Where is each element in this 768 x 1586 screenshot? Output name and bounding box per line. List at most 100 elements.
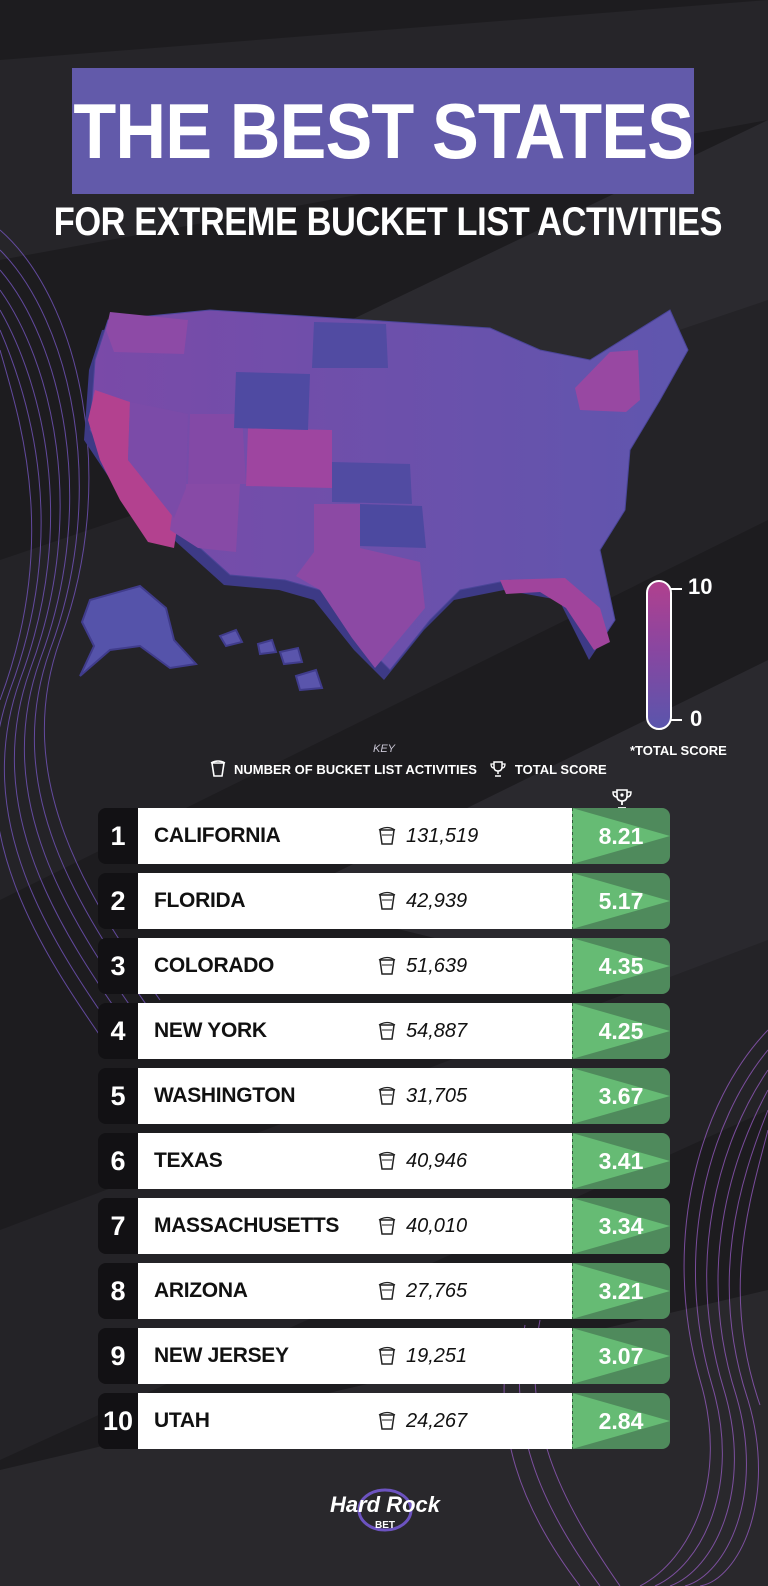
us-choropleth-map <box>79 309 689 692</box>
score-box: 2.84 <box>572 1393 670 1449</box>
table-row: 10 UTAH 24,267 2.84 <box>98 1393 670 1449</box>
scale-tick-max <box>670 588 682 590</box>
state-utah <box>188 414 246 484</box>
logo-subtext: BET <box>375 1520 395 1531</box>
total-score: 3.07 <box>598 1343 644 1369</box>
table-row: 5 WASHINGTON 31,705 3.67 <box>98 1068 670 1124</box>
scale-caption: *TOTAL SCORE <box>630 743 727 758</box>
state-name: NEW JERSEY <box>154 1344 289 1367</box>
score-scale-bar <box>646 580 672 730</box>
score-box: 8.21 <box>572 808 670 864</box>
activities-count: 40,010 <box>406 1215 468 1237</box>
scale-max-label: 10 <box>688 574 713 599</box>
rank-tab <box>98 873 138 929</box>
state-california <box>88 390 178 548</box>
scale-min-label: 0 <box>690 706 703 731</box>
total-score: 8.21 <box>598 823 644 849</box>
total-score: 3.41 <box>598 1148 644 1174</box>
total-score: 5.17 <box>598 888 644 914</box>
rank-tab <box>98 1133 138 1189</box>
state-name: NEW YORK <box>154 1019 267 1042</box>
state-oklahoma <box>360 504 426 548</box>
rank-tab <box>98 1068 138 1124</box>
table-row: 9 NEW JERSEY 19,251 3.07 <box>98 1328 670 1384</box>
table-row: 4 NEW YORK 54,887 4.25 <box>98 1003 670 1059</box>
rank-number: 8 <box>110 1276 126 1306</box>
total-score: 4.35 <box>598 953 644 979</box>
state-name: MASSACHUSETTS <box>154 1214 340 1237</box>
bucket-icon <box>378 1411 396 1430</box>
activities-count: 40,946 <box>406 1150 468 1172</box>
score-box: 4.25 <box>572 1003 670 1059</box>
rank-tab <box>98 938 138 994</box>
row-bar: COLORADO 51,639 <box>138 938 572 994</box>
score-arrow <box>572 1263 670 1319</box>
activities-count: 131,519 <box>406 825 479 847</box>
rank-number: 4 <box>110 1016 126 1046</box>
score-arrow <box>572 873 670 929</box>
rank-tab <box>98 1003 138 1059</box>
rank-number: 6 <box>110 1146 126 1176</box>
table-row: 7 MASSACHUSETTS 40,010 3.34 <box>98 1198 670 1254</box>
table-row: 8 ARIZONA 27,765 3.21 <box>98 1263 670 1319</box>
activities-count: 24,267 <box>406 1410 468 1432</box>
key-activities-label: NUMBER OF BUCKET LIST ACTIVITIES <box>234 761 477 777</box>
state-name: CALIFORNIA <box>154 824 281 847</box>
row-bar: FLORIDA 42,939 <box>138 873 572 929</box>
rank-number: 3 <box>110 951 126 981</box>
bucket-icon <box>378 1086 396 1105</box>
score-box: 3.21 <box>572 1263 670 1319</box>
rank-tab <box>98 1198 138 1254</box>
activities-count: 31,705 <box>406 1085 468 1107</box>
row-bar: CALIFORNIA 131,519 <box>138 808 572 864</box>
rank-number: 10 <box>102 1406 134 1436</box>
score-arrow <box>572 1328 670 1384</box>
rank-tab <box>98 1263 138 1319</box>
row-bar: TEXAS 40,946 <box>138 1133 572 1189</box>
state-arizona <box>170 484 240 552</box>
state-alaska <box>79 584 199 677</box>
state-name: FLORIDA <box>154 889 246 912</box>
row-bar: NEW YORK 54,887 <box>138 1003 572 1059</box>
bucket-icon <box>378 1151 396 1170</box>
rank-tab <box>98 808 138 864</box>
key-legend: NUMBER OF BUCKET LIST ACTIVITIES TOTAL S… <box>210 760 607 778</box>
activities-count: 42,939 <box>406 890 468 912</box>
bucket-icon <box>378 1346 396 1365</box>
trophy-icon <box>490 761 506 777</box>
logo-text: Hard Rock <box>330 1492 441 1517</box>
key-activities: NUMBER OF BUCKET LIST ACTIVITIES <box>210 760 477 778</box>
state-kansas <box>332 462 412 504</box>
total-score: 3.67 <box>598 1083 644 1109</box>
bucket-icon <box>378 1216 396 1235</box>
activities-count: 54,887 <box>406 1020 468 1042</box>
score-arrow <box>572 1133 670 1189</box>
hard-rock-bet-logo: Hard Rock BET <box>330 1488 440 1538</box>
rank-number: 1 <box>110 821 126 851</box>
total-score: 3.34 <box>598 1213 644 1239</box>
rank-number: 9 <box>110 1341 126 1371</box>
bucket-icon <box>378 956 396 975</box>
score-box: 5.17 <box>572 873 670 929</box>
rank-tab <box>98 1328 138 1384</box>
score-box: 3.67 <box>572 1068 670 1124</box>
state-hawaii <box>218 628 324 692</box>
score-box: 4.35 <box>572 938 670 994</box>
key-score-label: TOTAL SCORE <box>514 761 607 777</box>
activities-count: 51,639 <box>406 955 468 977</box>
total-score: 3.21 <box>598 1278 644 1304</box>
table-row: 2 FLORIDA 42,939 5.17 <box>98 873 670 929</box>
state-texas <box>296 504 425 668</box>
rank-number: 2 <box>110 886 126 916</box>
bucket-icon <box>378 1021 396 1040</box>
row-bar: ARIZONA 27,765 <box>138 1263 572 1319</box>
page-subtitle: FOR EXTREME BUCKET LIST ACTIVITIES <box>53 200 723 244</box>
state-name: ARIZONA <box>154 1279 248 1302</box>
state-nevada <box>128 402 188 518</box>
rank-number: 5 <box>110 1081 126 1111</box>
total-score: 2.84 <box>598 1408 644 1434</box>
scale-tick-min <box>670 719 682 721</box>
bucket-icon <box>378 826 396 845</box>
state-name: TEXAS <box>154 1149 223 1172</box>
bucket-icon <box>210 760 226 777</box>
